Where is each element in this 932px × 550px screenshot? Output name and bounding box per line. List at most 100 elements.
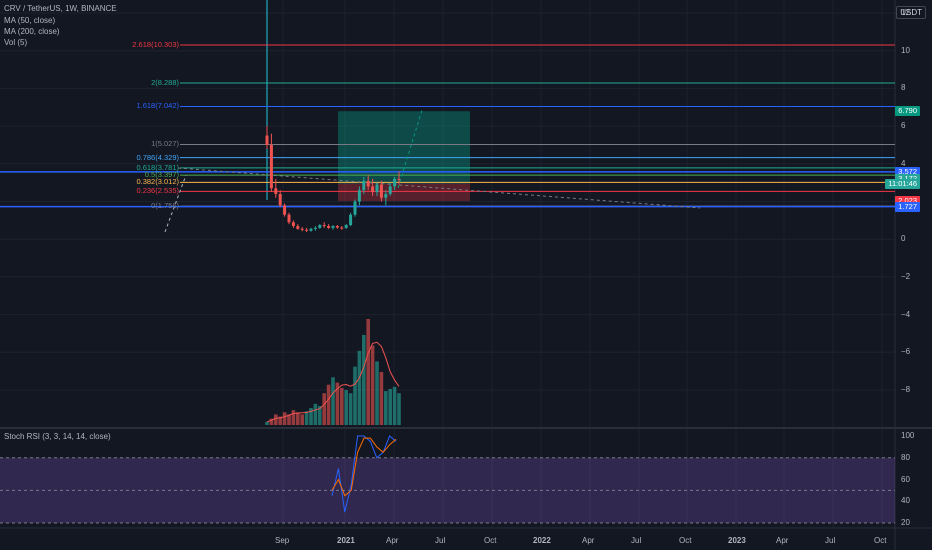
volume-bar — [384, 391, 388, 425]
candle-body — [265, 135, 269, 145]
candle-body — [278, 193, 282, 206]
rsi-axis-label: 20 — [901, 518, 910, 527]
candle-body — [269, 144, 273, 189]
candle-body — [287, 214, 291, 223]
time-axis-label: Jul — [825, 536, 836, 545]
volume-bar — [362, 334, 366, 425]
stoch-rsi-legend[interactable]: Stoch RSI (3, 3, 14, 14, close) — [4, 432, 111, 441]
candle-body — [291, 222, 295, 227]
candle-body — [335, 226, 339, 228]
long-position-loss-zone — [338, 183, 470, 202]
volume-bar — [375, 361, 379, 425]
price-tag: 6.790 — [895, 106, 920, 117]
price-axis-label: 10 — [901, 45, 910, 55]
fib-level-label: 0.786(4.329) — [136, 152, 179, 162]
volume-ma-line — [266, 341, 400, 423]
time-axis-label: Apr — [582, 536, 595, 545]
candle-body — [300, 228, 304, 230]
symbol-title: CRV / TetherUS, 1W, BINANCE — [4, 4, 117, 13]
candle-body — [274, 188, 278, 194]
trendline — [164, 174, 187, 233]
time-axis-label: Oct — [679, 536, 692, 545]
volume-bar — [296, 412, 300, 425]
volume-bar — [265, 421, 269, 425]
volume-bar — [300, 414, 304, 425]
candle-body — [388, 186, 392, 194]
volume-bar — [309, 408, 313, 425]
price-axis-label: −2 — [901, 271, 911, 281]
time-axis-label: Apr — [386, 536, 399, 545]
candle-body — [305, 229, 309, 231]
time-axis-label: 2021 — [337, 536, 355, 545]
candle-body — [384, 193, 388, 198]
volume-bar — [388, 388, 392, 425]
price-axis-label: 4 — [901, 158, 906, 168]
stoch-k-line — [331, 435, 397, 513]
volume-bar — [379, 372, 384, 425]
candle-body — [375, 184, 379, 193]
projection-line — [397, 109, 423, 189]
volume-bar — [340, 387, 344, 425]
candle-body — [318, 225, 322, 228]
volume-bar — [357, 350, 362, 425]
volume-bar — [318, 405, 322, 425]
time-axis-label: Oct — [874, 536, 887, 545]
candle-body — [313, 227, 317, 229]
price-tag: 2.023 — [895, 196, 920, 207]
volume-bar — [335, 382, 340, 425]
candle-body — [357, 190, 361, 202]
time-axis-label: Sep — [275, 536, 290, 545]
price-axis-label: −6 — [901, 347, 911, 357]
price-axis-label: 0 — [901, 234, 906, 244]
fib-level-label: 0.236(2.535) — [136, 186, 179, 196]
volume-bar — [344, 390, 348, 425]
volume-legend[interactable]: Vol (5) — [4, 38, 28, 47]
volume-bar — [326, 384, 331, 425]
ma50-legend[interactable]: MA (50, close) — [4, 16, 56, 25]
candle-body — [397, 178, 401, 180]
price-axis-label: −4 — [901, 309, 911, 319]
stoch-d-line — [331, 437, 397, 497]
candle-body — [331, 226, 335, 228]
fib-level-label: 1.618(7.042) — [136, 101, 179, 111]
price-axis-label: 8 — [901, 83, 906, 93]
volume-bar — [274, 414, 278, 425]
volume-bar — [331, 377, 335, 425]
candle-body — [379, 184, 383, 198]
time-axis-label: 2022 — [533, 536, 551, 545]
currency-button[interactable]: USDT — [896, 6, 926, 19]
price-tag: 11:01:46 — [885, 178, 920, 189]
long-position-profit-zone — [338, 111, 470, 184]
candle-body — [340, 227, 344, 229]
time-axis-label: Apr — [776, 536, 789, 545]
volume-bar — [278, 416, 282, 425]
candle-body — [296, 226, 300, 229]
volume-bar — [287, 414, 291, 425]
volume-bar — [313, 403, 318, 425]
volume-bar — [392, 386, 397, 425]
fib-level-label: 1(5.027) — [151, 139, 179, 149]
volume-bar — [282, 412, 287, 425]
candle-body — [283, 205, 287, 215]
fib-extension — [180, 44, 895, 207]
volume-bar — [366, 319, 370, 425]
price-axis-label: −8 — [901, 385, 911, 394]
candle-body — [366, 180, 370, 187]
fib-level-label: 0.618(3.781) — [136, 162, 179, 172]
volume-bar — [397, 393, 401, 425]
rsi-axis-label: 80 — [901, 452, 910, 462]
grid-lines — [0, 0, 895, 528]
rsi-axis-label: 100 — [901, 431, 915, 440]
volume-bar — [353, 366, 357, 425]
fib-level-label: 2.618(10.303) — [132, 39, 179, 49]
ma200-legend[interactable]: MA (200, close) — [4, 27, 60, 36]
candlestick-series — [265, 126, 401, 233]
candle-body — [362, 180, 366, 191]
volume-bar — [322, 393, 326, 425]
time-axis-label: Jul — [631, 536, 642, 545]
volume-bar — [370, 345, 375, 425]
candle-body — [393, 178, 397, 187]
price-tag: 3.572 — [895, 166, 920, 177]
